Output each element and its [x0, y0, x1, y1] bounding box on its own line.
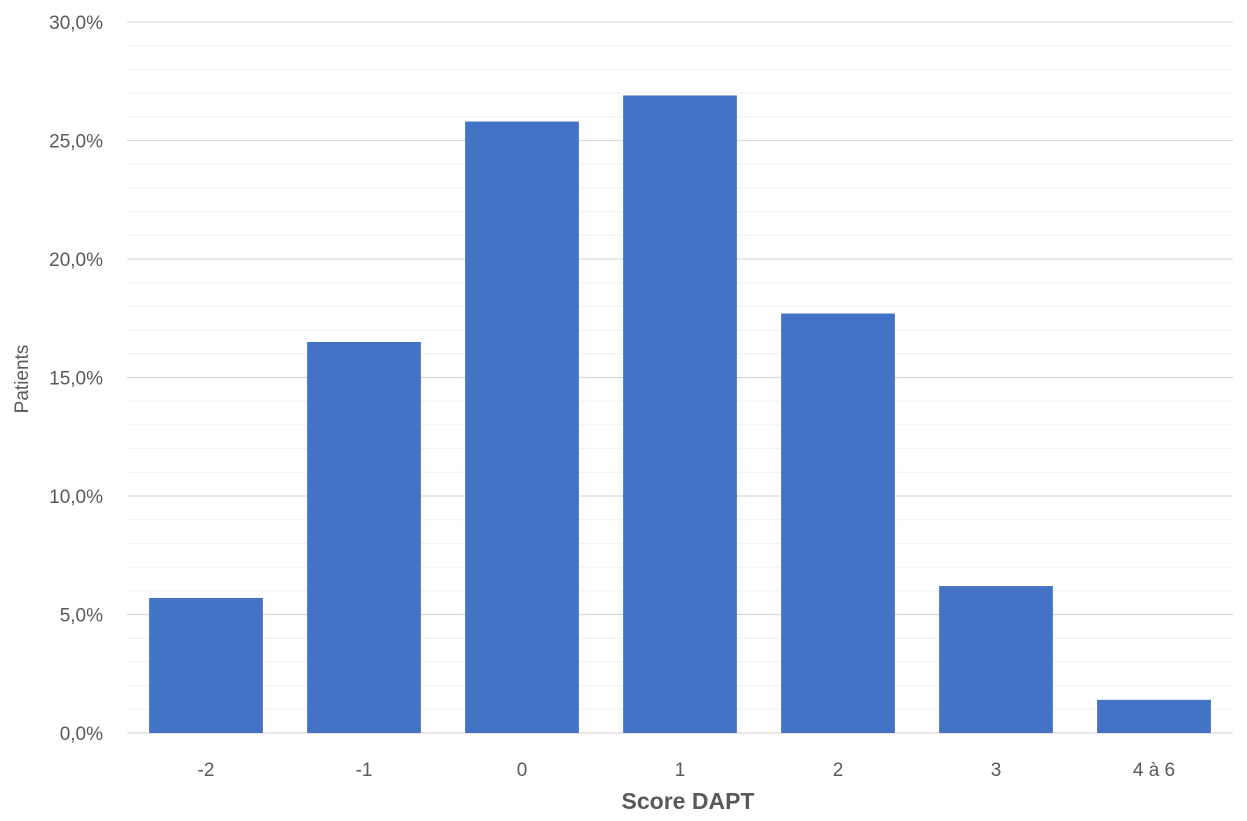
- y-tick-label: 15,0%: [49, 369, 103, 390]
- y-axis-tick-labels: 0,0% 5,0% 10,0% 15,0% 20,0% 25,0% 30,0%: [49, 13, 103, 745]
- x-tick-label: -2: [198, 760, 215, 781]
- y-tick-label: 20,0%: [49, 250, 103, 271]
- y-tick-label: 30,0%: [49, 13, 103, 34]
- bar: [307, 341, 421, 733]
- x-tick-label: -1: [356, 760, 373, 781]
- bar: [149, 597, 263, 733]
- bar: [1097, 699, 1211, 733]
- x-tick-label: 0: [517, 760, 528, 781]
- bar: [465, 121, 579, 734]
- y-tick-label: 0,0%: [60, 724, 103, 745]
- y-tick-label: 25,0%: [49, 132, 103, 153]
- x-tick-label: 2: [833, 760, 844, 781]
- x-axis-tick-labels: -2 -1 0 1 2 3 4 à 6: [198, 760, 1176, 781]
- x-axis-title: Score DAPT: [622, 788, 755, 814]
- x-tick-label: 3: [991, 760, 1002, 781]
- bar: [623, 95, 737, 734]
- y-tick-label: 5,0%: [60, 606, 103, 627]
- y-tick-label: 10,0%: [49, 487, 103, 508]
- bar-series: [149, 95, 1211, 734]
- y-axis-title: Patients: [12, 345, 33, 414]
- x-tick-label: 1: [675, 760, 686, 781]
- bar: [781, 313, 895, 733]
- x-tick-label: 4 à 6: [1133, 760, 1175, 781]
- bar: [939, 586, 1053, 733]
